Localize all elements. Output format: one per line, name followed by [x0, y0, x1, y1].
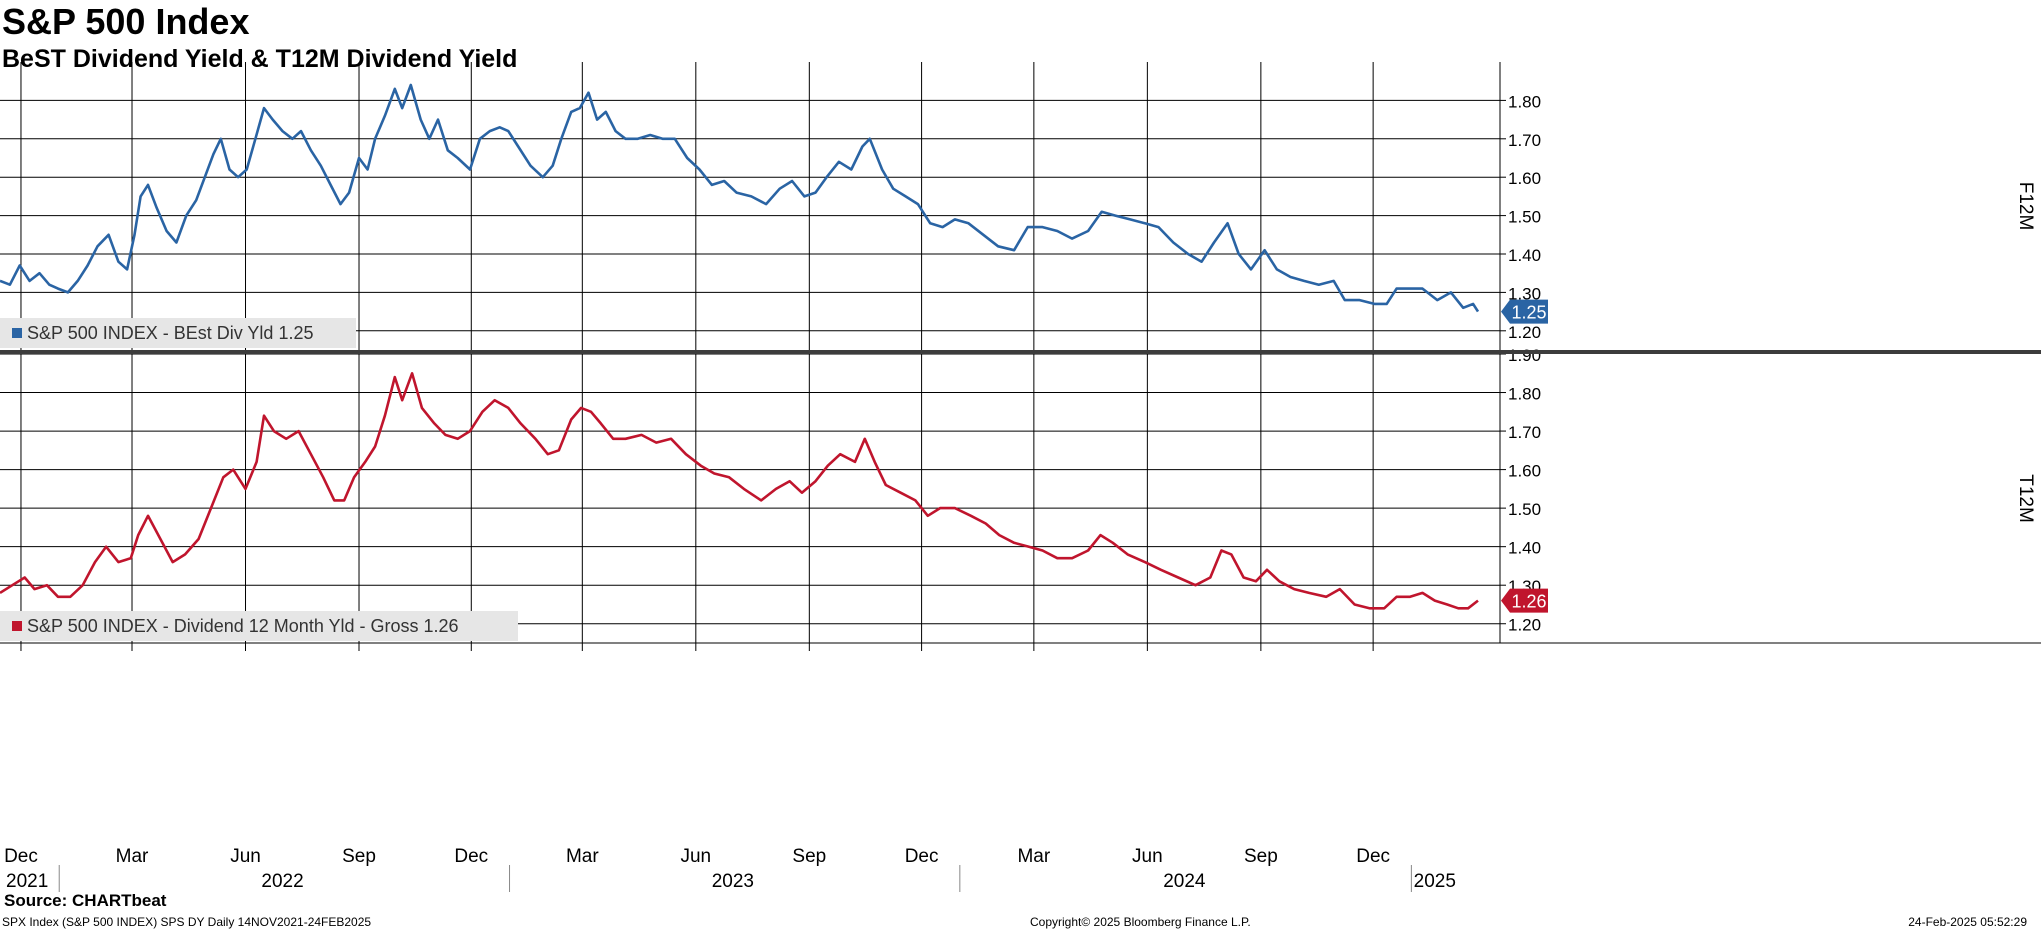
x-tick-label: Mar [116, 846, 149, 867]
x-year-label: 2022 [261, 871, 303, 892]
last-value-badge [1501, 588, 1548, 613]
source-note: Source: CHARTbeat [4, 891, 167, 910]
x-tick-label: Sep [792, 846, 826, 867]
y-axis-label: T12M [2015, 474, 2036, 523]
series-line [0, 372, 1479, 610]
legend-label: S&P 500 INDEX - BEst Div Yld 1.25 [27, 323, 313, 343]
series-line [0, 83, 1480, 313]
x-year-label: 2023 [712, 871, 754, 892]
x-tick-label: Dec [1356, 846, 1390, 867]
y-tick-label: 1.20 [1508, 616, 1541, 635]
x-tick-label: Dec [905, 846, 939, 867]
y-axis-label: F12M [2015, 182, 2036, 231]
x-tick-label: Mar [1017, 846, 1050, 867]
y-tick-label: 1.50 [1508, 500, 1541, 519]
x-year-label: 2021 [6, 871, 48, 892]
x-year-label: 2024 [1163, 871, 1206, 892]
y-tick-label: 1.70 [1508, 423, 1541, 442]
x-tick-label: Mar [566, 846, 599, 867]
x-tick-label: Jun [680, 846, 711, 867]
x-axis: Dec Mar Jun Sep Dec Mar Jun Sep Dec Mar Jun Sep Dec 2… [4, 643, 1456, 892]
last-value-badge [1501, 299, 1548, 324]
chart-subtitle: BeST Dividend Yield & T12M Dividend Yiel… [2, 45, 518, 73]
legend-label: S&P 500 INDEX - Dividend 12 Month Yld - … [27, 616, 459, 636]
legend-swatch [12, 621, 22, 631]
panel-f12m: 1.20 1.30 1.40 1.50 1.60 1.70 1.80 F12M 1.25 S&P … [0, 62, 2036, 350]
y-tick-label: 1.50 [1508, 208, 1541, 227]
last-value-label: 1.25 [1511, 303, 1546, 323]
y-tick-label: 1.80 [1508, 385, 1541, 404]
y-tick-label: 1.40 [1508, 539, 1541, 558]
y-tick-label: 1.40 [1508, 246, 1541, 265]
x-tick-label: Dec [4, 846, 38, 867]
panel-separator [0, 350, 2041, 354]
x-tick-label: Dec [454, 846, 488, 867]
y-tick-label: 1.70 [1508, 131, 1541, 150]
last-value-label: 1.26 [1511, 592, 1546, 612]
copyright-note: Copyright© 2025 Bloomberg Finance L.P. [1030, 915, 1251, 929]
y-tick-label: 1.30 [1508, 284, 1541, 303]
x-year-label: 2025 [1414, 871, 1456, 892]
x-tick-label: Sep [342, 846, 376, 867]
x-tick-label: Jun [230, 846, 261, 867]
series-info: SPX Index (S&P 500 INDEX) SPS DY Daily 1… [2, 915, 372, 929]
y-tick-label: 1.60 [1508, 462, 1541, 481]
y-tick-label: 1.60 [1508, 169, 1541, 188]
panel-t12m: 1.201.301.401.501.601.701.801.90T12M1.26… [0, 346, 2036, 643]
legend-box [0, 611, 518, 641]
x-tick-label: Jun [1132, 846, 1163, 867]
y-tick-label: 1.20 [1508, 323, 1541, 342]
legend-swatch [12, 328, 22, 338]
chart-title: S&P 500 Index [2, 1, 250, 42]
y-tick-label: 1.90 [1508, 346, 1541, 365]
y-tick-label: 1.80 [1508, 92, 1541, 111]
timestamp: 24-Feb-2025 05:52:29 [1908, 915, 2027, 929]
x-tick-label: Sep [1244, 846, 1278, 867]
legend-box [0, 318, 356, 348]
